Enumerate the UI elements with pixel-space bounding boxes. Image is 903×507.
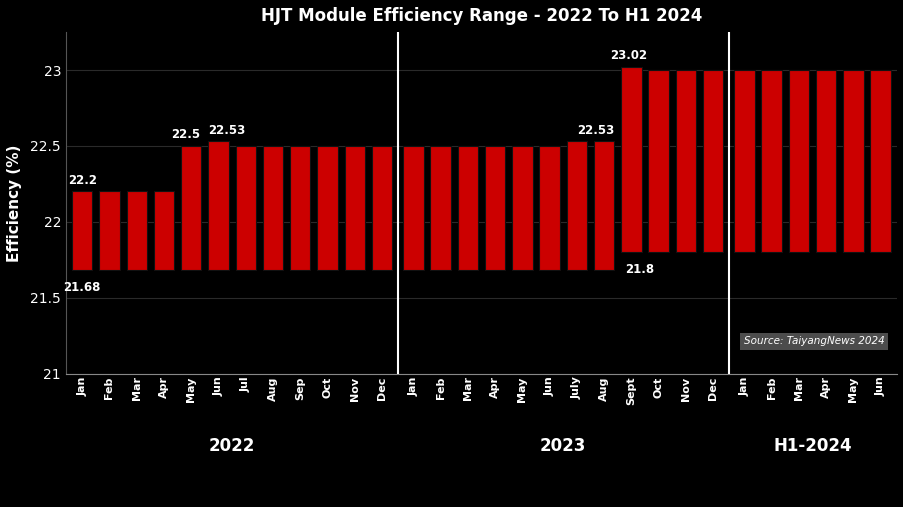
Bar (430, 146, 451, 270)
Bar (512, 146, 532, 270)
Bar (181, 146, 201, 270)
Bar (539, 146, 559, 270)
Text: 2023: 2023 (539, 438, 586, 455)
Text: 23.02: 23.02 (610, 49, 647, 62)
Bar (317, 146, 338, 270)
Bar (208, 141, 228, 270)
Text: Source: TaiyangNews 2024: Source: TaiyangNews 2024 (743, 336, 884, 346)
Bar (344, 146, 365, 270)
Text: H1-2024: H1-2024 (772, 438, 851, 455)
Text: 2022: 2022 (209, 438, 255, 455)
Y-axis label: Efficiency (%): Efficiency (%) (7, 144, 22, 262)
Bar (154, 192, 174, 270)
Bar (236, 146, 256, 270)
Text: 22.2: 22.2 (68, 174, 97, 187)
Text: 22.53: 22.53 (208, 124, 245, 137)
Bar (815, 70, 835, 252)
Bar (566, 141, 586, 270)
Bar (733, 70, 754, 252)
Bar (126, 192, 147, 270)
Bar (647, 70, 668, 252)
Bar (842, 70, 862, 252)
Bar (403, 146, 424, 270)
Bar (675, 70, 695, 252)
Bar (760, 70, 781, 252)
Bar (870, 70, 890, 252)
Text: 22.5: 22.5 (171, 128, 200, 141)
Text: 21.68: 21.68 (63, 281, 101, 294)
Text: 21.8: 21.8 (624, 263, 654, 276)
Bar (703, 70, 722, 252)
Bar (787, 70, 808, 252)
Bar (593, 141, 614, 270)
Title: HJT Module Efficiency Range - 2022 To H1 2024: HJT Module Efficiency Range - 2022 To H1… (260, 7, 702, 25)
Bar (457, 146, 478, 270)
Bar (72, 192, 92, 270)
Bar (371, 146, 392, 270)
Bar (290, 146, 310, 270)
Bar (620, 67, 641, 252)
Text: 22.53: 22.53 (577, 124, 614, 137)
Bar (99, 192, 119, 270)
Bar (263, 146, 283, 270)
Bar (484, 146, 505, 270)
